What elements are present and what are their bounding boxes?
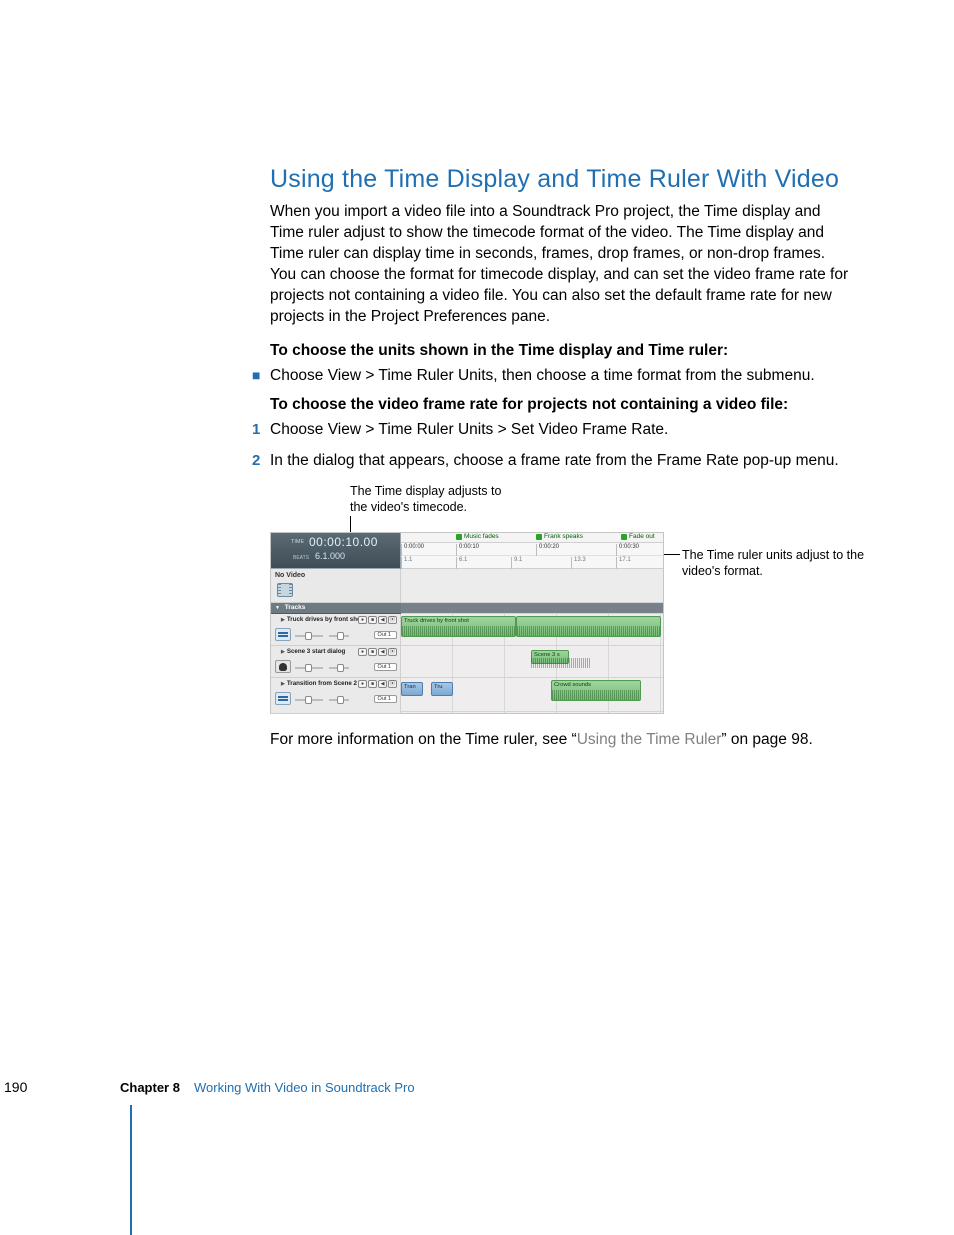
footer-rule bbox=[130, 1105, 132, 1235]
volume-slider[interactable] bbox=[305, 664, 312, 672]
solo-button[interactable]: ◀ bbox=[378, 680, 387, 688]
track-controls[interactable]: ● ■ ◀ ⦿ bbox=[358, 680, 397, 688]
mute-button[interactable]: ■ bbox=[368, 648, 377, 656]
ruler-tick: 0:00:20 bbox=[536, 544, 559, 556]
chapter-label: Chapter 8 bbox=[120, 1080, 180, 1095]
clip-label: Crowd sounds bbox=[554, 682, 591, 688]
page-footer: 190 Chapter 8 Working With Video in Soun… bbox=[0, 1079, 954, 1095]
clip-label: Tran bbox=[404, 684, 416, 690]
callout-right: The Time ruler units adjust to the video… bbox=[682, 548, 872, 579]
intro-paragraph: When you import a video file into a Soun… bbox=[270, 202, 850, 328]
waveform-icon bbox=[517, 626, 660, 636]
see-also-suffix: ” on page 98. bbox=[721, 731, 812, 748]
screenshot: Music fades Frank speaks Fade out TIME 0… bbox=[270, 532, 664, 714]
record-button[interactable]: ● bbox=[358, 616, 367, 624]
time-ruler[interactable]: 0:00:00 0:00:10 0:00:20 0:00:30 1.1 6.1 … bbox=[401, 543, 663, 569]
ruler-tick: 0:00:30 bbox=[616, 544, 639, 556]
see-also-prefix: For more information on the Time ruler, … bbox=[270, 731, 577, 748]
procedure-1-step: Choose View > Time Ruler Units, then cho… bbox=[270, 366, 850, 387]
solo-button[interactable]: ◀ bbox=[378, 616, 387, 624]
marker-strip: Music fades Frank speaks Fade out bbox=[401, 533, 663, 543]
time-label: TIME bbox=[291, 539, 304, 545]
page-number: 190 bbox=[0, 1079, 120, 1095]
track-row[interactable]: Truck drives by front shot ● ■ ◀ ⦿ Out 1 bbox=[271, 614, 401, 646]
track-row[interactable]: Scene 3 start dialog ● ■ ◀ ⦿ Out 1 bbox=[271, 646, 401, 678]
track-sliders[interactable] bbox=[295, 696, 366, 704]
pan-slider[interactable] bbox=[337, 632, 344, 640]
tracks-header-label: Tracks bbox=[285, 604, 306, 611]
track-thumb-icon bbox=[275, 628, 291, 641]
callout-top: The Time display adjusts to the video's … bbox=[350, 484, 520, 515]
track-controls[interactable]: ● ■ ◀ ⦿ bbox=[358, 648, 397, 656]
timecode-value[interactable]: 00:00:10.00 bbox=[309, 535, 378, 549]
output-selector[interactable]: Out 1 bbox=[374, 695, 397, 703]
audio-clip[interactable] bbox=[516, 616, 661, 637]
solo-button[interactable]: ◀ bbox=[378, 648, 387, 656]
lock-button[interactable]: ⦿ bbox=[388, 680, 397, 688]
tracks-section-header[interactable]: Tracks bbox=[271, 603, 401, 614]
procedure-1-lead: To choose the units shown in the Time di… bbox=[270, 342, 850, 360]
waveform-icon bbox=[552, 690, 640, 700]
timeline-lanes[interactable]: Truck drives by front shot Scene 3 s bbox=[401, 569, 663, 713]
ruler-beat-tick: 9.1 bbox=[511, 557, 522, 569]
waveform-icon bbox=[531, 658, 591, 668]
timeline-marker[interactable]: Fade out bbox=[621, 533, 655, 542]
see-also-paragraph: For more information on the Time ruler, … bbox=[270, 730, 850, 751]
procedure-2-step-1: Choose View > Time Ruler Units > Set Vid… bbox=[270, 420, 850, 441]
pan-slider[interactable] bbox=[337, 664, 344, 672]
output-selector[interactable]: Out 1 bbox=[374, 631, 397, 639]
section-heading: Using the Time Display and Time Ruler Wi… bbox=[270, 165, 850, 194]
volume-slider[interactable] bbox=[305, 632, 312, 640]
clip-label: Truck drives by front shot bbox=[404, 618, 469, 624]
procedure-2-step-2: In the dialog that appears, choose a fra… bbox=[270, 451, 850, 472]
track-sliders[interactable] bbox=[295, 632, 366, 640]
audio-clip[interactable]: Truck drives by front shot bbox=[401, 616, 516, 637]
ruler-beat-tick: 6.1 bbox=[456, 557, 467, 569]
mute-button[interactable]: ■ bbox=[368, 616, 377, 624]
figure: The Time display adjusts to the video's … bbox=[270, 492, 890, 674]
audio-clip[interactable]: Crowd sounds bbox=[551, 680, 641, 701]
no-video-label: No Video bbox=[275, 572, 305, 579]
ruler-tick: 0:00:00 bbox=[401, 544, 424, 556]
step-number-1: 1 bbox=[252, 421, 270, 438]
waveform-icon bbox=[402, 626, 515, 636]
ruler-tick: 0:00:10 bbox=[456, 544, 479, 556]
step-number-2: 2 bbox=[252, 452, 270, 469]
lock-button[interactable]: ⦿ bbox=[388, 648, 397, 656]
audio-clip[interactable]: Tru bbox=[431, 682, 453, 696]
beats-label: BEATS bbox=[293, 555, 309, 561]
track-name: Truck drives by front shot bbox=[281, 616, 363, 623]
audio-clip[interactable]: Tran bbox=[401, 682, 423, 696]
track-row[interactable]: Transition from Scene 2 ● ■ ◀ ⦿ Out 1 bbox=[271, 678, 401, 714]
video-track-header: No Video bbox=[271, 569, 401, 603]
volume-slider[interactable] bbox=[305, 696, 312, 704]
track-controls[interactable]: ● ■ ◀ ⦿ bbox=[358, 616, 397, 624]
track-thumb-icon bbox=[275, 660, 291, 673]
record-button[interactable]: ● bbox=[358, 680, 367, 688]
procedure-2-lead: To choose the video frame rate for proje… bbox=[270, 396, 850, 414]
record-button[interactable]: ● bbox=[358, 648, 367, 656]
track-sliders[interactable] bbox=[295, 664, 366, 672]
lock-button[interactable]: ⦿ bbox=[388, 616, 397, 624]
film-icon bbox=[277, 583, 293, 597]
callout-right-leader bbox=[664, 554, 680, 555]
ruler-beat-tick: 17.1 bbox=[616, 557, 631, 569]
cross-reference-link[interactable]: Using the Time Ruler bbox=[577, 731, 722, 748]
timeline-marker[interactable]: Frank speaks bbox=[536, 533, 583, 542]
timeline-marker[interactable]: Music fades bbox=[456, 533, 499, 542]
beats-value[interactable]: 6.1.000 bbox=[315, 551, 345, 561]
track-name: Transition from Scene 2 bbox=[281, 680, 357, 687]
ruler-beat-tick: 13.3 bbox=[571, 557, 586, 569]
mute-button[interactable]: ■ bbox=[368, 680, 377, 688]
pan-slider[interactable] bbox=[337, 696, 344, 704]
track-thumb-icon bbox=[275, 692, 291, 705]
track-name: Scene 3 start dialog bbox=[281, 648, 345, 655]
clip-label: Tru bbox=[434, 684, 442, 690]
chapter-name: Working With Video in Soundtrack Pro bbox=[194, 1080, 415, 1095]
ruler-beat-tick: 1.1 bbox=[401, 557, 412, 569]
time-display-panel: TIME 00:00:10.00 BEATS 6.1.000 bbox=[271, 533, 401, 569]
output-selector[interactable]: Out 1 bbox=[374, 663, 397, 671]
bullet-marker: ■ bbox=[252, 367, 270, 383]
